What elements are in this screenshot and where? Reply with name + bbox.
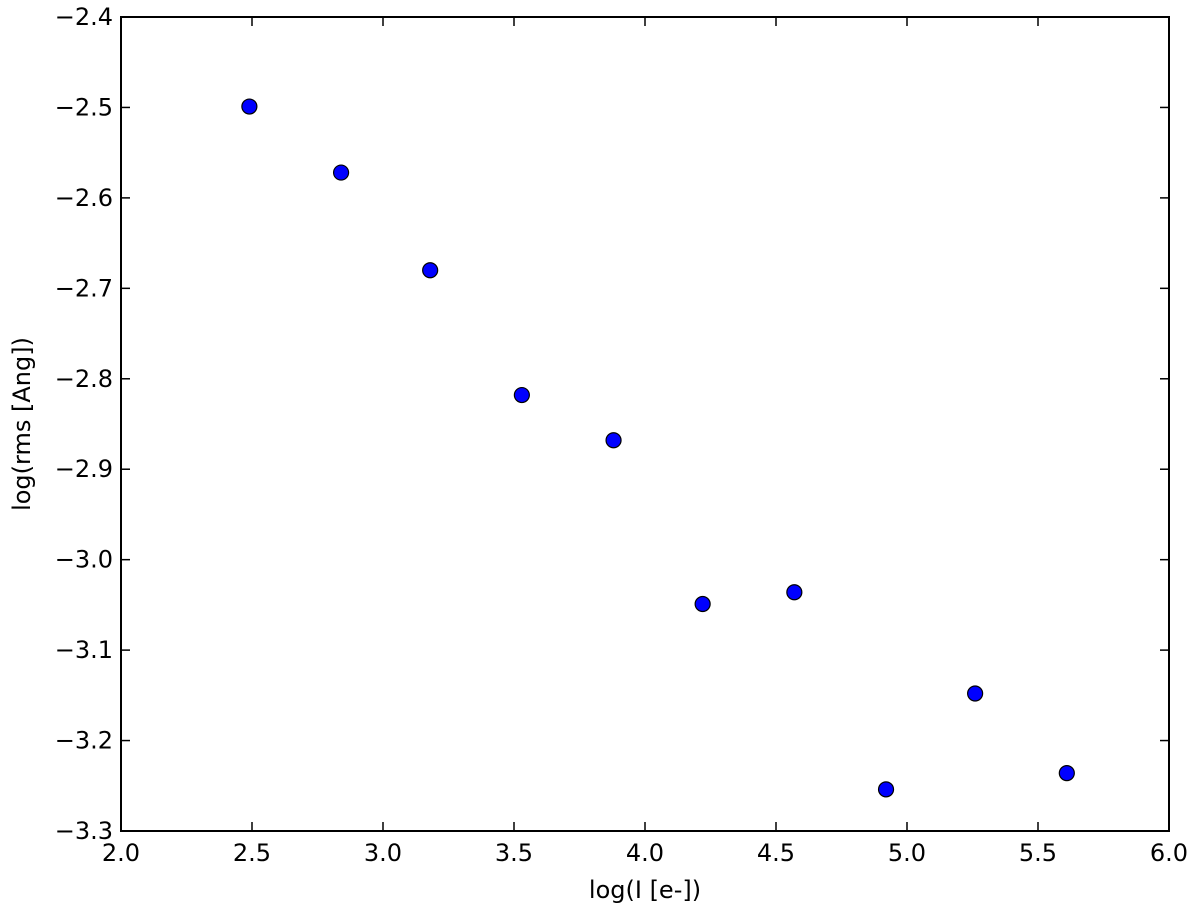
x-tick-label: 2.5 (233, 839, 271, 867)
y-tick-label: −3.3 (55, 817, 113, 845)
y-tick-label: −2.6 (55, 184, 113, 212)
x-tick-label: 3.5 (495, 839, 533, 867)
plot-frame (120, 16, 1170, 832)
data-points (241, 98, 1075, 798)
x-tick-label: 4.5 (757, 839, 795, 867)
data-point (513, 386, 530, 404)
x-tick-label: 5.5 (1019, 839, 1057, 867)
x-tick-label: 6.0 (1150, 839, 1188, 867)
data-point (605, 432, 622, 449)
y-tick-label: −3.1 (55, 636, 113, 664)
y-tick-label: −2.5 (55, 93, 113, 121)
data-point (694, 595, 711, 613)
data-point (1058, 765, 1075, 782)
y-tick-label: −2.9 (55, 455, 113, 483)
x-tick-label: 3.0 (364, 839, 402, 867)
y-axis-label: log(rms [Ang]) (8, 337, 36, 511)
data-point (877, 781, 895, 798)
data-point (332, 164, 350, 181)
y-tick-label: −2.7 (55, 274, 113, 302)
y-tick-label: −2.8 (55, 365, 113, 393)
x-tick-label: 2.0 (102, 839, 140, 867)
y-tick-label: −2.4 (55, 3, 113, 31)
x-axis-label: log(I [e-]) (589, 876, 701, 904)
y-tick-label: −3.2 (55, 727, 113, 755)
axis-ticks: 2.0 2.5 3.0 3.5 4.0 4.5 5.0 5.5 6.0 −2.4 −2.5 −2.6 −… (55, 3, 1188, 867)
data-point (786, 584, 803, 601)
x-tick-label: 5.0 (888, 839, 926, 867)
data-point (967, 685, 984, 702)
y-tick-label: −3.0 (55, 546, 113, 574)
x-tick-label: 4.0 (626, 839, 664, 867)
data-point (241, 98, 258, 115)
data-point (422, 262, 439, 279)
